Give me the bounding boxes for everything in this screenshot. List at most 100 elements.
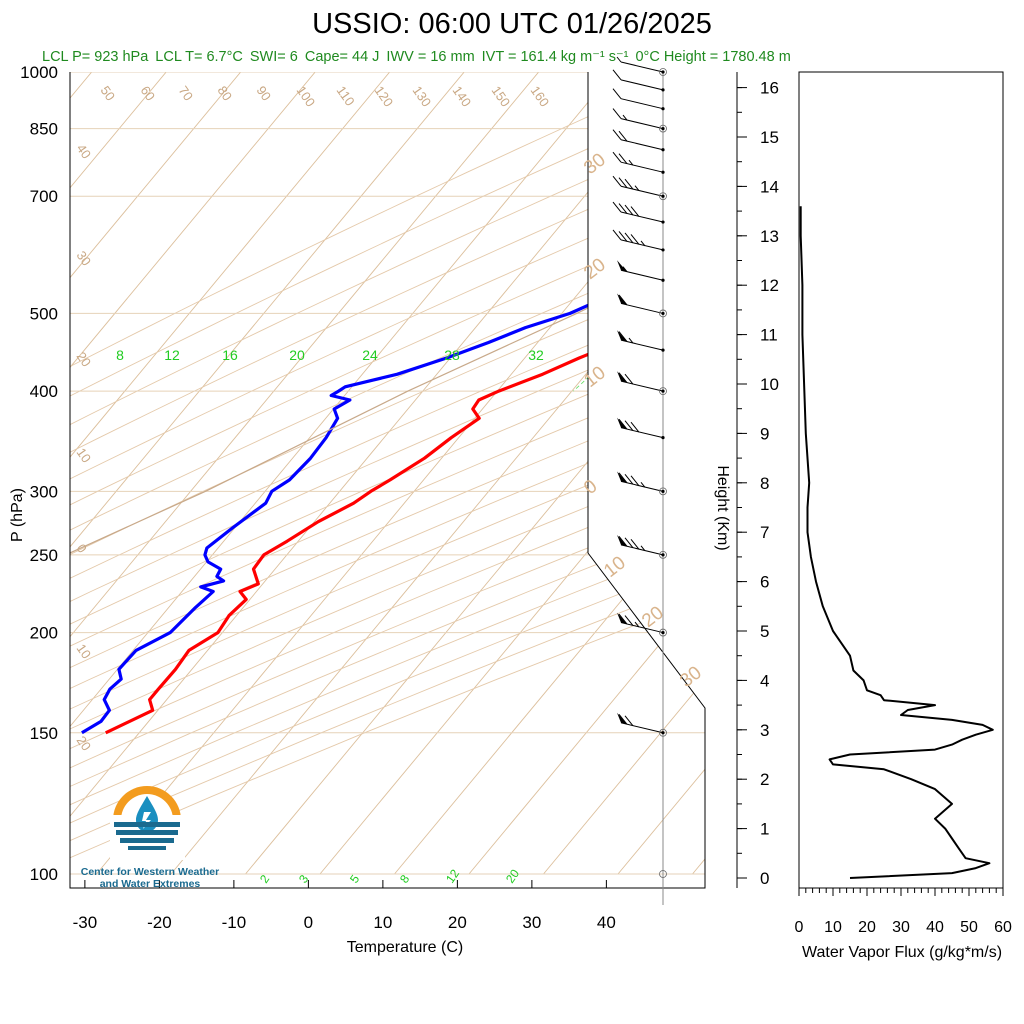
flux-x-axis-label: Water Vapor Flux (g/kg*m/s)	[802, 944, 1002, 961]
right-isotherm-label-0: 30	[580, 149, 610, 179]
mixing-ratio-label-3: 20	[289, 347, 305, 363]
flux-x-tick-10: 10	[824, 919, 842, 936]
barb-level-marker	[659, 628, 667, 637]
index-1: LCL T= 6.7°C	[155, 49, 243, 65]
height-tick-15: 15	[760, 128, 779, 147]
wind-barb	[612, 175, 665, 198]
barb-level-marker	[659, 309, 667, 318]
mixing-ratio-12	[743, 55, 1024, 391]
mixing-ratio-20	[797, 55, 1024, 391]
dry-adiabat-120	[70, 72, 705, 875]
mixing-ratio-3	[608, 72, 705, 392]
sounding-indices: LCL P= 923 hPa LCL T= 6.7°C SWI= 6 Cape= 44…	[42, 49, 1002, 65]
mixing-ratio-5	[656, 72, 705, 392]
right-isotherm-label-4: 10	[600, 552, 630, 582]
isotherm-label-4: 90	[254, 83, 275, 103]
mixing-ratio-bottom-label-4: 12	[443, 866, 462, 885]
isotherm-40	[617, 72, 705, 875]
wind-barb	[612, 129, 665, 152]
flux-x-tick-20: 20	[858, 919, 876, 936]
isotherm-label-7: 120	[372, 83, 397, 109]
mixing-ratio-label-5: 28	[444, 347, 460, 363]
wind-barb	[617, 612, 665, 635]
right-isotherm-label-2: 10	[580, 362, 610, 392]
x-tick--20: -20	[147, 913, 172, 932]
dry-adiabat-80	[70, 72, 705, 875]
height-tick-14: 14	[760, 177, 779, 196]
logo-line-1: Center for Western Weather	[80, 866, 220, 878]
y-tick-500: 500	[30, 304, 58, 323]
y-tick-100: 100	[30, 865, 58, 884]
height-tick-10: 10	[760, 375, 779, 394]
isotherm-label-13: 30	[74, 248, 95, 268]
wind-barb	[616, 56, 665, 74]
barb-level-marker	[659, 728, 667, 737]
isotherm-label-10: 150	[489, 83, 514, 109]
dry-adiabat-0	[70, 72, 705, 875]
index-3: Cape= 44 J	[304, 49, 380, 65]
isotherm-label-11: 160	[528, 83, 553, 109]
mixing-ratio-label-1: 12	[164, 347, 180, 363]
y-tick-300: 300	[30, 482, 58, 501]
isotherm--100	[70, 72, 256, 875]
x-tick-30: 30	[522, 913, 541, 932]
mixing-ratio-label-4: 24	[362, 347, 378, 363]
dry-adiabat-60	[70, 72, 705, 875]
dewpoint-profile	[81, 72, 705, 735]
y-tick-700: 700	[30, 187, 58, 206]
isotherm-label-18: 20	[74, 733, 95, 753]
y-tick-400: 400	[30, 382, 58, 401]
dry-adiabat-50	[70, 72, 705, 875]
dry-adiabat-30	[70, 72, 705, 875]
height-tick-8: 8	[760, 474, 769, 493]
isotherm-label-6: 110	[334, 83, 358, 109]
water-vapor-flux-panel: 0 10 20 30 40 50 60 Water Vapor Flux (g/kg*m/s)	[795, 71, 1012, 961]
height-tick-7: 7	[760, 523, 769, 542]
height-tick-3: 3	[760, 721, 769, 740]
height-tick-2: 2	[760, 770, 769, 789]
barb-level-marker	[659, 192, 667, 201]
flux-x-tick-40: 40	[926, 919, 944, 936]
flux-x-tick-60: 60	[994, 919, 1012, 936]
dry-adiabat-40	[70, 72, 705, 875]
x-tick--30: -30	[73, 913, 98, 932]
y-axis-label: P (hPa)	[9, 488, 26, 542]
parcel-profile	[70, 72, 705, 734]
flux-x-tick-0: 0	[795, 919, 804, 936]
isotherm--90	[70, 72, 330, 875]
mixing-ratio-16	[773, 55, 1024, 391]
barb-level-marker	[659, 387, 667, 396]
right-isotherm-label-3: 0	[580, 476, 601, 499]
logo-caption: Center for Western Weather and Water Ext…	[80, 866, 220, 890]
height-tick-16: 16	[760, 79, 779, 98]
isotherm-label-3: 80	[215, 83, 236, 103]
index-5: IVT = 161.4 kg m⁻¹ s⁻¹	[481, 49, 629, 65]
height-tick-13: 13	[760, 227, 779, 246]
dry-adiabat--10	[70, 72, 705, 875]
isotherm-label-2: 70	[176, 83, 197, 103]
isotherm-label-0: 50	[98, 83, 119, 103]
lcl-dashed-line	[1003, 100, 1013, 129]
temperature-profile	[105, 72, 705, 735]
mixing-ratio-8	[701, 72, 705, 392]
isotherm-20	[468, 72, 705, 875]
barb-level-marker	[659, 550, 667, 559]
isotherm-label-9: 140	[450, 83, 475, 109]
isotherm-label-1: 60	[138, 83, 159, 103]
height-tick-6: 6	[760, 573, 769, 592]
skewt-border	[69, 72, 706, 889]
isotherm-label-15: 10	[74, 445, 95, 465]
isotherm-label-17: 10	[74, 641, 95, 661]
index-0: LCL P= 923 hPa	[42, 49, 149, 65]
wind-barb	[617, 471, 665, 493]
wind-barb	[617, 371, 665, 393]
x-tick-10: 10	[373, 913, 392, 932]
wind-barb	[617, 293, 665, 316]
wind-barb	[617, 534, 665, 557]
isotherm--60	[70, 72, 554, 875]
mixing-ratio-28	[834, 55, 1024, 391]
isotherm--120	[70, 72, 107, 875]
wind-barb	[612, 69, 665, 92]
y-tick-850: 850	[30, 120, 58, 139]
isotherm--80	[70, 72, 405, 875]
